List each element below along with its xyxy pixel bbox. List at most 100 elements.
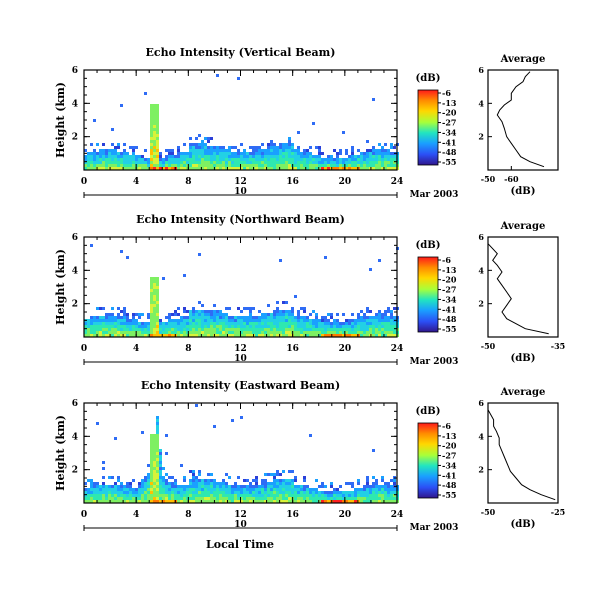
heatmap-cell [147, 167, 150, 170]
heatmap-cell [384, 143, 387, 146]
heatmap-cell [327, 319, 330, 322]
heatmap-cell [156, 331, 159, 334]
heatmap-cell [348, 167, 351, 170]
heatmap-cell [222, 313, 225, 316]
heatmap-cell [291, 149, 294, 152]
heatmap-cell [93, 319, 96, 322]
heatmap-cell [90, 161, 93, 164]
heatmap-cell [222, 331, 225, 334]
heatmap-cell [198, 152, 201, 155]
heatmap-cell [276, 473, 279, 476]
heatmap-cell [108, 331, 111, 334]
heatmap-cell [279, 259, 282, 262]
heatmap-cell [237, 149, 240, 152]
heatmap-cell [84, 322, 87, 325]
heatmap-cell [99, 331, 102, 334]
heatmap-cell [321, 497, 324, 500]
heatmap-cell [282, 485, 285, 488]
heatmap-cell [381, 316, 384, 319]
heatmap-cell [210, 149, 213, 152]
heatmap-cell [333, 164, 336, 167]
heatmap-cell [102, 149, 105, 152]
heatmap-cell [264, 500, 267, 503]
heatmap-cell [240, 491, 243, 494]
heatmap-cell [252, 331, 255, 334]
heatmap-cell [375, 494, 378, 497]
heatmap-cell [90, 167, 93, 170]
heatmap-cell [270, 325, 273, 328]
heatmap-cell [153, 131, 156, 134]
heatmap-cell [87, 334, 90, 337]
heatmap-cell [285, 479, 288, 482]
heatmap-cell [363, 313, 366, 316]
heatmap-cell [255, 164, 258, 167]
heatmap-cell [372, 152, 375, 155]
heatmap-cell [189, 143, 192, 146]
heatmap-cell [105, 167, 108, 170]
heatmap-cell [90, 494, 93, 497]
heatmap-cell [387, 491, 390, 494]
heatmap-cell [333, 500, 336, 503]
heatmap-cell [390, 310, 393, 313]
heatmap-cell [195, 500, 198, 503]
heatmap-cell [138, 322, 141, 325]
heatmap-cell [150, 137, 153, 140]
heatmap-cell [318, 500, 321, 503]
heatmap-cell [225, 164, 228, 167]
heatmap-cell [117, 334, 120, 337]
heatmap-cell [366, 149, 369, 152]
heatmap-cell [192, 497, 195, 500]
heatmap-cell [267, 161, 270, 164]
heatmap-cell [321, 158, 324, 161]
heatmap-cell [219, 494, 222, 497]
heatmap-cell [150, 134, 153, 137]
heatmap-cell [303, 497, 306, 500]
heatmap-cell [111, 497, 114, 500]
heatmap-cell [153, 149, 156, 152]
heatmap-cell [99, 152, 102, 155]
heatmap-cell [249, 146, 252, 149]
heatmap-cell [123, 325, 126, 328]
heatmap-cell [219, 497, 222, 500]
heatmap-cell [387, 497, 390, 500]
heatmap-cell [375, 164, 378, 167]
heatmap-cell [90, 316, 93, 319]
heatmap-cell [336, 322, 339, 325]
heatmap-cell [267, 143, 270, 146]
heatmap-cell [264, 479, 267, 482]
heatmap-cell [135, 158, 138, 161]
heatmap-cell [114, 331, 117, 334]
heatmap-cell [372, 167, 375, 170]
heatmap-cell [240, 497, 243, 500]
heatmap-cell [108, 161, 111, 164]
heatmap-cell [147, 331, 150, 334]
heatmap-cell [213, 328, 216, 331]
heatmap-cell [366, 322, 369, 325]
heatmap-cell [309, 158, 312, 161]
heatmap-cell [369, 152, 372, 155]
heatmap-cell [123, 488, 126, 491]
heatmap-cell [123, 497, 126, 500]
heatmap-cell [213, 331, 216, 334]
date-day: 10 [234, 187, 247, 197]
heatmap-cell [237, 322, 240, 325]
heatmap-cell [168, 485, 171, 488]
heatmap-cell [387, 155, 390, 158]
heatmap-cell [345, 152, 348, 155]
heatmap-cell [384, 310, 387, 313]
heatmap-cell [90, 485, 93, 488]
heatmap-cell [189, 316, 192, 319]
heatmap-cell [147, 473, 150, 476]
heatmap-cell [246, 158, 249, 161]
profile-y-tick-label: 4 [478, 431, 484, 441]
heatmap-cell [225, 331, 228, 334]
heatmap-cell [177, 328, 180, 331]
heatmap-cell [219, 313, 222, 316]
heatmap-cell [303, 488, 306, 491]
heatmap-cell [156, 422, 159, 425]
heatmap-cell [243, 334, 246, 337]
heatmap-cell [378, 143, 381, 146]
heatmap-cell [93, 158, 96, 161]
heatmap-cell [102, 325, 105, 328]
heatmap-cell [249, 485, 252, 488]
